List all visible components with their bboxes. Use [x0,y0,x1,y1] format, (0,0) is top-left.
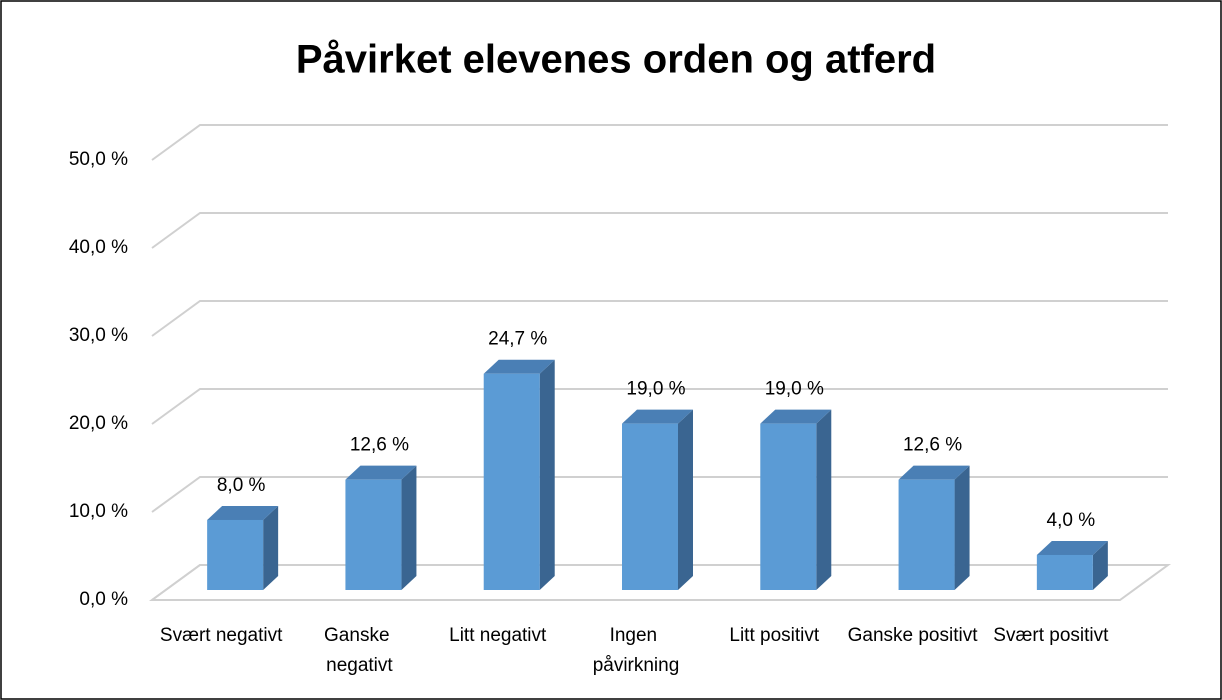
bar-top [898,465,970,480]
y-tick-label: 0,0 % [79,589,128,610]
bar-side [1092,540,1108,590]
bar-side [816,409,832,590]
x-tick-label: Ingen påvirkning [593,625,680,676]
bar-front [345,479,402,590]
data-label: 12,6 % [903,435,962,456]
bar-top [760,409,832,424]
grid-line [151,476,1168,513]
y-tick-label: 20,0 % [69,413,128,434]
bar [898,465,970,590]
x-tick-label: Ganske positivt [848,625,979,646]
grid-line [151,300,1168,337]
data-label: 12,6 % [350,435,409,456]
x-tick-label: Svært negativt [160,625,283,646]
data-label: 24,7 % [488,329,547,350]
data-label: 19,0 % [765,379,824,400]
bar [345,465,417,590]
grid-line [151,564,1168,601]
y-tick-label: 30,0 % [69,325,128,346]
bar-side [401,465,417,590]
bar-front [622,423,678,590]
data-label: 19,0 % [626,379,685,400]
y-tick-label: 40,0 % [69,237,128,258]
bar-side [678,409,693,590]
bar-front [760,423,817,590]
bar-top [483,359,555,374]
bar-side [263,505,279,590]
x-tick-label: Litt negativt [449,625,547,646]
bar [622,409,693,590]
y-tick-label: 50,0 % [69,149,128,170]
bar-top [1036,540,1108,555]
bar [207,505,279,590]
grid-line [151,388,1168,425]
grid-line [151,124,1168,161]
x-tick-label: Ganske negativt [324,625,395,676]
x-tick-label: Svært positivt [993,625,1109,646]
bar-top [622,409,693,424]
data-label: 8,0 % [217,475,266,496]
bar-front [483,373,540,590]
bar-front [1036,554,1093,590]
bar-front [898,479,955,590]
bar-side [954,465,970,590]
bar [1036,540,1108,590]
bar-front [207,519,264,590]
y-tick-label: 10,0 % [69,501,128,522]
bar-side [539,359,555,590]
bar [760,409,832,590]
data-label: 4,0 % [1047,510,1096,531]
grid-line [151,212,1168,249]
bar-top [207,505,279,520]
x-tick-label: Litt positivt [729,625,819,646]
bar-top [345,465,417,480]
bar [483,359,555,590]
chart-title: Påvirket elevenes orden og atferd [296,38,936,82]
